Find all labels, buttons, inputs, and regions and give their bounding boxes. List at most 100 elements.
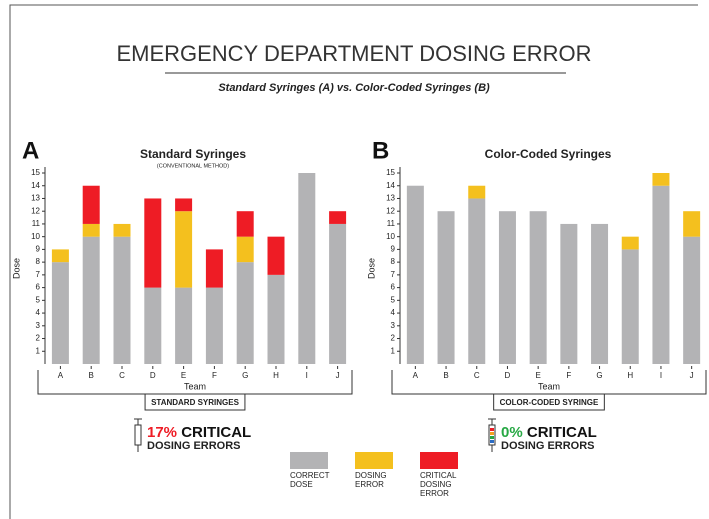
x-tick-label: E bbox=[181, 371, 186, 380]
x-tick-label: A bbox=[58, 371, 64, 380]
bar-segment bbox=[591, 223, 609, 364]
bar-segment bbox=[205, 249, 223, 288]
y-tick-label: 13 bbox=[31, 194, 40, 203]
legend-swatch bbox=[290, 452, 328, 469]
bar-segment bbox=[652, 173, 670, 186]
callout: 17% CRITICAL bbox=[147, 424, 251, 441]
y-tick-label: 2 bbox=[36, 334, 41, 343]
y-axis-label: Dose bbox=[366, 258, 376, 279]
x-tick-label: B bbox=[89, 371, 94, 380]
x-tick-label: D bbox=[505, 371, 511, 380]
bar-segment bbox=[144, 198, 162, 288]
bar-segment bbox=[329, 223, 347, 364]
bar-segment bbox=[267, 274, 285, 364]
y-tick-label: 5 bbox=[36, 295, 41, 304]
x-tick-label: D bbox=[150, 371, 156, 380]
x-axis-label: Team bbox=[538, 381, 560, 391]
legend-swatch bbox=[420, 452, 458, 469]
frame bbox=[9, 4, 698, 519]
callout: 0% CRITICAL bbox=[501, 424, 597, 441]
y-tick-label: 11 bbox=[32, 219, 41, 228]
group-label-box bbox=[493, 393, 605, 411]
y-tick-label: 15 bbox=[386, 168, 395, 177]
chart-subtitle: (CONVENTIONAL METHOD) bbox=[157, 163, 229, 169]
x-tick-label: F bbox=[566, 371, 571, 380]
x-tick-label: H bbox=[627, 371, 633, 380]
y-tick-label: 11 bbox=[387, 219, 396, 228]
syringe-icon bbox=[134, 418, 142, 452]
y-tick-label: 9 bbox=[391, 245, 396, 254]
y-tick-label: 15 bbox=[31, 168, 40, 177]
bar-segment bbox=[51, 262, 69, 364]
bar-segment bbox=[236, 211, 254, 237]
y-tick-label: 5 bbox=[391, 295, 396, 304]
bar-segment bbox=[236, 236, 254, 263]
callout-subtext: DOSING ERRORS bbox=[147, 440, 241, 452]
callout-text: CRITICAL bbox=[527, 424, 597, 441]
bar-segment bbox=[621, 249, 639, 364]
group-label: COLOR-CODED SYRINGE bbox=[500, 398, 599, 407]
bar-segment bbox=[329, 211, 347, 224]
bar-segment bbox=[205, 287, 223, 364]
chart-title: Color-Coded Syringes bbox=[485, 147, 612, 161]
bar-segment bbox=[82, 185, 100, 224]
x-tick-label: H bbox=[273, 371, 279, 380]
y-tick-label: 14 bbox=[386, 181, 395, 190]
y-tick-label: 1 bbox=[391, 346, 396, 355]
x-axis-label: Team bbox=[184, 381, 206, 391]
y-tick-label: 1 bbox=[36, 346, 41, 355]
y-tick-label: 14 bbox=[31, 181, 40, 190]
bar-segment bbox=[113, 236, 131, 364]
group-label: STANDARD SYRINGES bbox=[151, 398, 240, 407]
chart-title: Standard Syringes bbox=[140, 147, 246, 161]
color-syringe-icon bbox=[488, 418, 496, 452]
group-label-box bbox=[144, 393, 246, 411]
bar-segment bbox=[267, 236, 285, 275]
page-title: EMERGENCY DEPARTMENT DOSING ERROR bbox=[116, 41, 591, 66]
y-tick-label: 7 bbox=[391, 270, 396, 279]
bar-segment bbox=[468, 185, 486, 199]
y-tick-label: 12 bbox=[31, 206, 40, 215]
y-tick-label: 4 bbox=[391, 308, 396, 317]
x-tick-label: E bbox=[535, 371, 540, 380]
x-tick-label: J bbox=[690, 371, 694, 380]
bar-segment bbox=[406, 185, 424, 364]
y-axis-label: Dose bbox=[11, 258, 21, 279]
y-tick-label: 3 bbox=[36, 321, 41, 330]
callout-percent: 0% bbox=[501, 424, 523, 441]
y-tick-label: 6 bbox=[391, 283, 396, 292]
x-tick-label: A bbox=[413, 371, 419, 380]
y-tick-label: 9 bbox=[36, 245, 41, 254]
y-tick-label: 2 bbox=[391, 334, 396, 343]
x-tick-label: I bbox=[306, 371, 308, 380]
bar-segment bbox=[529, 211, 547, 364]
x-tick-label: I bbox=[660, 371, 662, 380]
bar-segment bbox=[298, 173, 316, 364]
y-tick-label: 10 bbox=[31, 232, 40, 241]
bar-segment bbox=[498, 211, 516, 364]
bar-segment bbox=[175, 198, 193, 212]
callout-percent: 17% bbox=[147, 424, 177, 441]
bar-segment bbox=[652, 185, 670, 364]
y-tick-label: 8 bbox=[36, 257, 41, 266]
bar-segment bbox=[437, 211, 455, 364]
y-tick-label: 3 bbox=[391, 321, 396, 330]
y-tick-label: 8 bbox=[391, 257, 396, 266]
bar-segment bbox=[175, 211, 193, 288]
legend-label: DOSING ERROR bbox=[355, 471, 387, 489]
x-tick-label: B bbox=[443, 371, 448, 380]
y-tick-label: 6 bbox=[36, 283, 41, 292]
bar-segment bbox=[468, 198, 486, 364]
y-tick-label: 4 bbox=[36, 308, 41, 317]
x-tick-label: G bbox=[596, 371, 602, 380]
bar-segment bbox=[621, 236, 639, 250]
bar-segment bbox=[683, 211, 701, 237]
bar-segment bbox=[82, 236, 100, 364]
legend-swatch bbox=[355, 452, 393, 469]
y-tick-label: 10 bbox=[386, 232, 395, 241]
panel-letter: B bbox=[372, 137, 389, 164]
callout-text: CRITICAL bbox=[181, 424, 251, 441]
bar-segment bbox=[236, 262, 254, 364]
